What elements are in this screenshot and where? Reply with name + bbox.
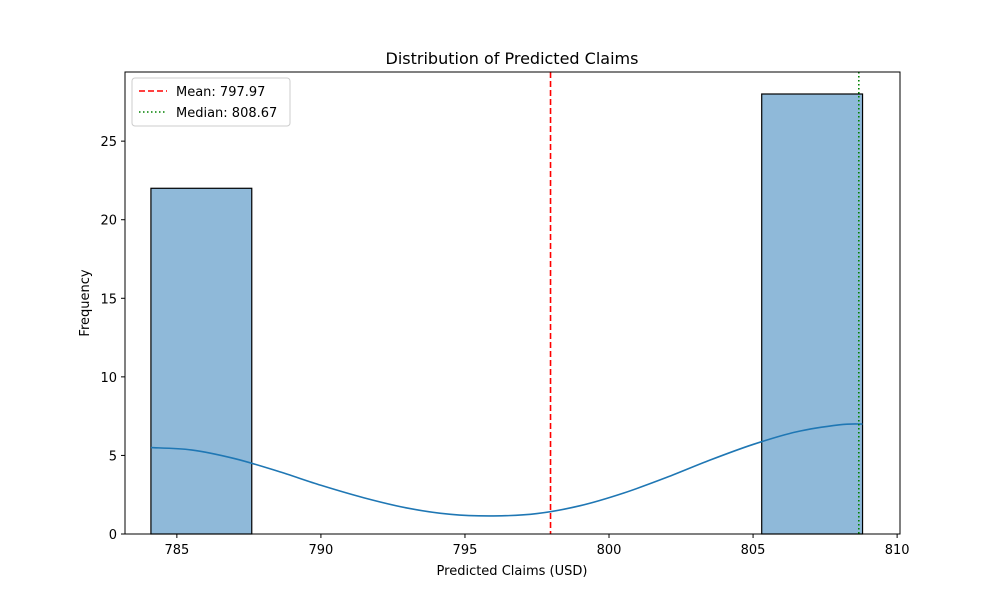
plot-area xyxy=(150,72,864,535)
kde-curve xyxy=(150,423,863,517)
y-tick-label: 15 xyxy=(100,292,117,307)
x-axis: 785 790 795 800 805 810 xyxy=(164,534,910,558)
histogram-bar xyxy=(150,187,253,535)
x-tick-label: 790 xyxy=(308,543,333,558)
legend-mean-label: Mean: 797.97 xyxy=(176,85,265,100)
histogram-bar xyxy=(761,93,864,535)
x-tick-label: 805 xyxy=(741,543,766,558)
legend-median-label: Median: 808.67 xyxy=(176,106,277,121)
legend: Mean: 797.97 Median: 808.67 xyxy=(131,77,291,127)
y-tick-label: 25 xyxy=(100,135,117,150)
x-tick-label: 795 xyxy=(453,543,478,558)
y-tick-label: 5 xyxy=(109,449,117,464)
y-axis: 0 5 10 15 20 25 xyxy=(100,135,125,543)
y-axis-label: Frequency xyxy=(78,269,93,336)
x-axis-label: Predicted Claims (USD) xyxy=(437,564,588,579)
y-tick-label: 0 xyxy=(109,528,117,543)
x-tick-label: 800 xyxy=(597,543,622,558)
y-tick-label: 10 xyxy=(100,371,117,386)
y-tick-label: 20 xyxy=(100,214,117,229)
plot-frame xyxy=(124,71,901,535)
legend-box xyxy=(131,77,291,127)
x-tick-label: 810 xyxy=(885,543,910,558)
x-tick-label: 785 xyxy=(164,543,189,558)
chart-title: Distribution of Predicted Claims xyxy=(386,49,639,68)
